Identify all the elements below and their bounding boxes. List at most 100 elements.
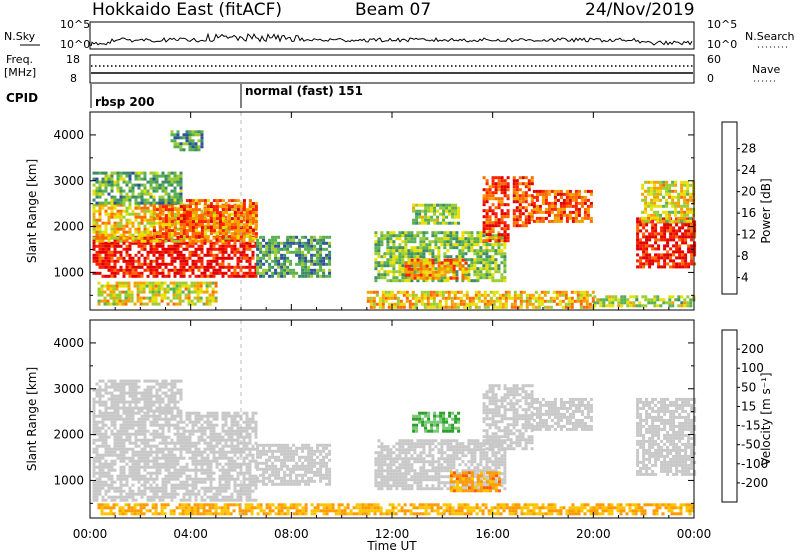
power-cell xyxy=(430,303,433,306)
power-cell xyxy=(174,223,177,226)
power-cell xyxy=(663,262,666,265)
power-cell xyxy=(114,184,117,187)
power-cell xyxy=(99,231,102,234)
velocity-cell xyxy=(123,475,126,478)
power-cell xyxy=(195,148,198,151)
power-cell xyxy=(497,243,500,246)
power-cell xyxy=(256,257,259,260)
power-cell xyxy=(498,236,501,239)
power-cell xyxy=(249,205,252,208)
power-cell xyxy=(219,245,222,248)
power-cell xyxy=(559,291,562,294)
power-cell xyxy=(485,255,488,258)
power-cell xyxy=(249,260,252,263)
power-cell xyxy=(102,178,105,181)
power-cell xyxy=(653,211,656,214)
power-cell xyxy=(304,242,307,245)
power-cell xyxy=(538,303,541,306)
power-cell xyxy=(262,251,265,254)
power-cell xyxy=(683,205,686,208)
power-cell xyxy=(657,253,660,256)
power-cell xyxy=(280,242,283,245)
power-cell xyxy=(678,235,681,238)
power-cell xyxy=(427,297,430,300)
power-cell xyxy=(453,262,456,265)
power-cell xyxy=(147,199,150,202)
power-cell xyxy=(569,211,572,214)
power-cell xyxy=(222,257,225,260)
velocity-cell xyxy=(171,418,174,421)
power-cell xyxy=(162,190,165,193)
power-cell xyxy=(677,205,680,208)
power-cell xyxy=(662,196,665,199)
power-cell xyxy=(147,222,150,225)
power-cell xyxy=(656,298,659,301)
power-cell xyxy=(156,260,159,263)
power-cell xyxy=(171,199,174,202)
power-cell xyxy=(489,218,492,221)
power-cell xyxy=(204,199,207,202)
power-cell xyxy=(129,237,132,240)
velocity-cell xyxy=(93,487,96,490)
power-cell xyxy=(407,240,410,243)
power-cell xyxy=(479,261,482,264)
freq-label-line1: Freq. xyxy=(6,53,33,66)
power-cell xyxy=(479,234,482,237)
power-cell xyxy=(660,229,663,232)
power-cell xyxy=(445,297,448,300)
power-cell xyxy=(690,235,693,238)
power-cell xyxy=(418,213,421,216)
power-cell xyxy=(162,187,165,190)
power-cell xyxy=(473,258,476,261)
power-cell xyxy=(666,253,669,256)
power-cell xyxy=(150,234,153,237)
power-cell xyxy=(504,191,507,194)
power-cell xyxy=(180,205,183,208)
velocity-cell xyxy=(165,463,168,466)
power-cell xyxy=(522,200,525,203)
power-cell xyxy=(674,208,677,211)
power-cell xyxy=(542,199,545,202)
velocity-cell xyxy=(153,490,156,493)
power-cell xyxy=(431,255,434,258)
power-cell xyxy=(489,209,492,212)
velocity-cell xyxy=(96,466,99,469)
power-cell xyxy=(497,246,500,249)
power-cell xyxy=(389,258,392,261)
power-cell xyxy=(653,298,656,301)
power-cell xyxy=(277,260,280,263)
power-cell xyxy=(669,226,672,229)
power-colorbar-tick: 8 xyxy=(741,249,749,263)
power-cell xyxy=(386,261,389,264)
velocity-cell xyxy=(114,481,117,484)
velocity-cell xyxy=(108,436,111,439)
power-cell xyxy=(292,272,295,275)
power-cell xyxy=(436,210,439,213)
power-cell xyxy=(286,272,289,275)
power-cell xyxy=(559,303,562,306)
power-cell xyxy=(395,276,398,279)
power-cell xyxy=(636,229,639,232)
velocity-cell xyxy=(93,439,96,442)
power-cell xyxy=(383,237,386,240)
power-cell xyxy=(526,300,529,303)
power-cell xyxy=(165,199,168,202)
power-cell xyxy=(523,291,526,294)
power-cell xyxy=(433,291,436,294)
power-cell xyxy=(566,217,569,220)
velocity-cell xyxy=(168,493,171,496)
power-cell xyxy=(159,251,162,254)
power-cell xyxy=(234,214,237,217)
power-cell xyxy=(516,182,519,185)
power-cell xyxy=(498,200,501,203)
power-cell xyxy=(608,304,611,307)
power-cell xyxy=(180,235,183,238)
power-cell xyxy=(286,248,289,251)
power-cell xyxy=(440,231,443,234)
power-cell xyxy=(571,291,574,294)
power-cell xyxy=(665,202,668,205)
power-cell xyxy=(222,229,225,232)
power-cell xyxy=(162,269,165,272)
power-cell xyxy=(562,300,565,303)
power-cell xyxy=(476,258,479,261)
